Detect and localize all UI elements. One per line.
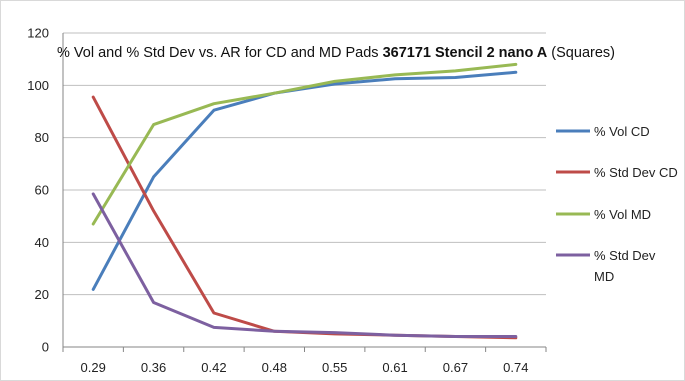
y-tick-label: 20 [35, 287, 49, 302]
axes: 0 20 40 60 80 100 120 0.29 0.36 0.42 0.48 0.55 0.61 0… [27, 26, 547, 375]
x-tick-label: 0.61 [382, 360, 407, 375]
series-line-4 [91, 192, 518, 338]
x-tick-label: 0.48 [262, 360, 287, 375]
x-tick-label: 0.67 [443, 360, 468, 375]
legend-label: % Std Dev [594, 248, 656, 263]
y-tick-label: 120 [27, 26, 49, 41]
legend-label: % Vol MD [594, 207, 651, 222]
x-tick-label: 0.55 [322, 360, 347, 375]
chart-title: % Vol and % Std Dev vs. AR for CD and MD… [57, 45, 615, 61]
legend-label: % Std Dev CD [594, 165, 678, 180]
x-tick-label: 0.29 [81, 360, 106, 375]
x-tick-label: 0.74 [503, 360, 528, 375]
title-part: (Squares) [547, 45, 615, 61]
x-tick-label: 0.42 [201, 360, 226, 375]
legend: % Vol CD % Std Dev CD % Vol MD % Std Dev MD [556, 124, 678, 284]
y-tick-label: 80 [35, 130, 49, 145]
y-tick-label: 40 [35, 235, 49, 250]
series-lines [91, 62, 518, 340]
title-bold-part: 367171 Stencil 2 nano A [383, 45, 548, 61]
title-part: % Vol and % Std Dev vs. AR for CD and MD… [57, 45, 383, 61]
legend-label: MD [594, 269, 614, 284]
legend-label: % Vol CD [594, 124, 650, 139]
y-tick-label: 0 [42, 340, 49, 355]
series-line-3 [91, 62, 518, 226]
y-tick-label: 100 [27, 78, 49, 93]
y-tick-label: 60 [35, 183, 49, 198]
x-tick-label: 0.36 [141, 360, 166, 375]
